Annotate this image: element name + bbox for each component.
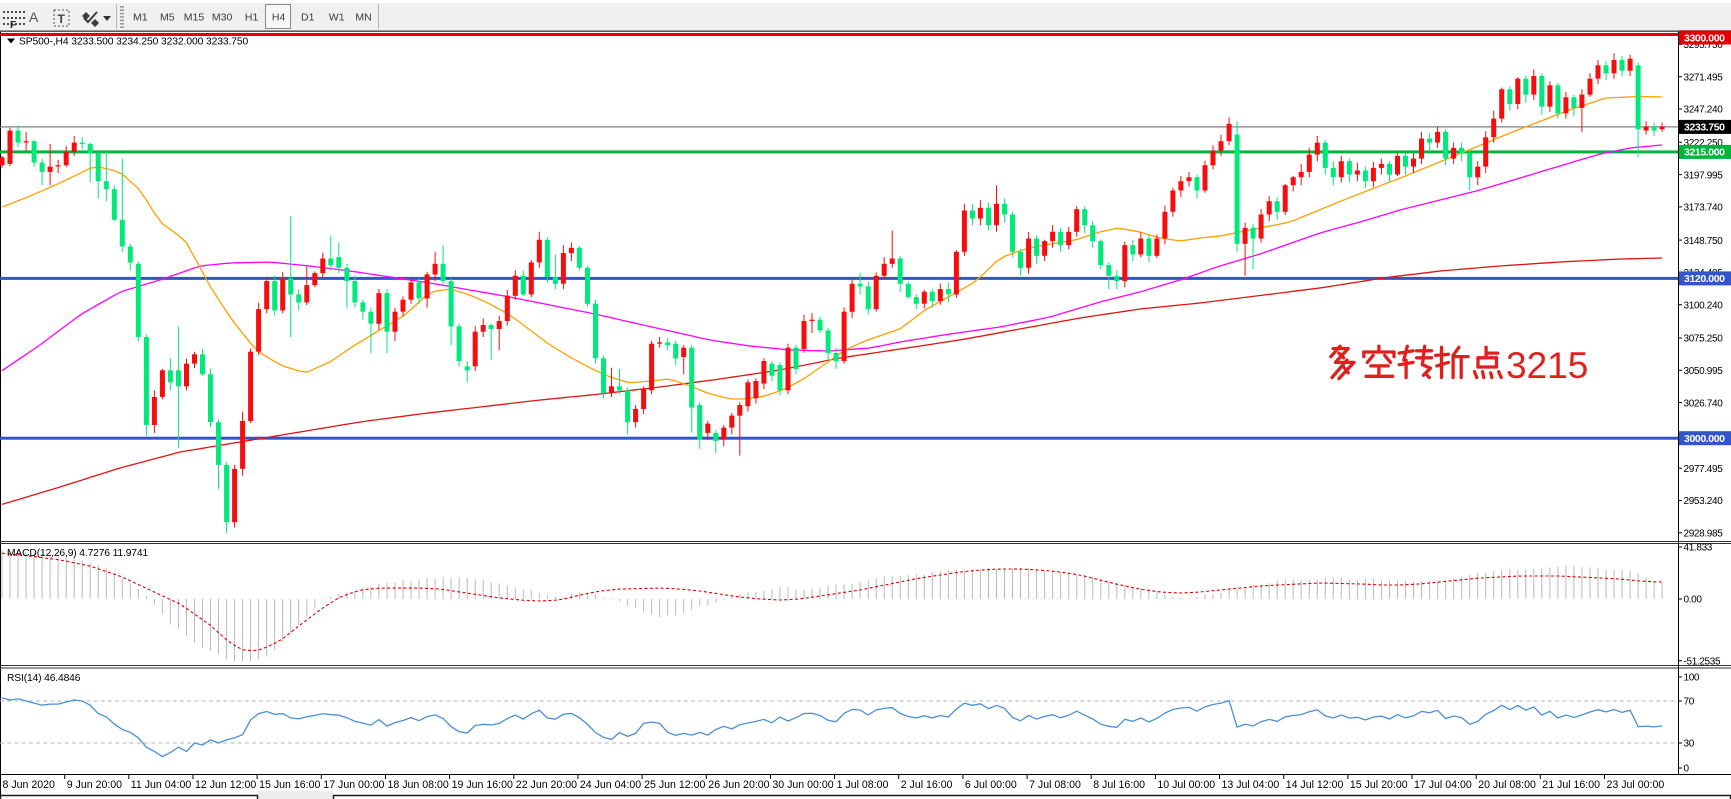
svg-text:3233.750: 3233.750 [1684,122,1725,134]
svg-text:3075.250: 3075.250 [1684,334,1724,345]
svg-text:25 Jun 12:00: 25 Jun 12:00 [644,779,705,791]
svg-text:M15: M15 [184,12,205,24]
svg-text:H4: H4 [272,12,286,24]
svg-text:7 Jul 08:00: 7 Jul 08:00 [1029,779,1081,791]
svg-text:30: 30 [1684,739,1695,750]
svg-text:19 Jun 16:00: 19 Jun 16:00 [452,779,513,791]
svg-text:MACD(12,26,9) 4.7276 11.9741: MACD(12,26,9) 4.7276 11.9741 [7,548,148,559]
svg-text:10 Jul 00:00: 10 Jul 00:00 [1157,779,1215,791]
svg-text:41.833: 41.833 [1684,543,1713,554]
svg-text:3148.750: 3148.750 [1684,236,1724,247]
svg-text:22 Jun 20:00: 22 Jun 20:00 [516,779,577,791]
svg-text:23 Jul 00:00: 23 Jul 00:00 [1607,779,1665,791]
svg-text:24 Jun 04:00: 24 Jun 04:00 [580,779,641,791]
svg-text:9 Jun 20:00: 9 Jun 20:00 [67,779,122,791]
svg-text:6 Jul 00:00: 6 Jul 00:00 [965,779,1017,791]
svg-text:17 Jul 04:00: 17 Jul 04:00 [1414,779,1472,791]
svg-text:3271.495: 3271.495 [1684,72,1724,83]
svg-text:3026.740: 3026.740 [1684,398,1724,409]
svg-text:SP500-,H4 3233.500 3234.250 3: SP500-,H4 3233.500 3234.250 3232.000 323… [19,37,248,48]
svg-text:21 Jul 16:00: 21 Jul 16:00 [1542,779,1600,791]
svg-text:8 Jul 16:00: 8 Jul 16:00 [1093,779,1145,791]
svg-text:3222.250: 3222.250 [1684,138,1724,149]
svg-text:A: A [29,9,39,25]
svg-text:H1: H1 [245,12,259,24]
svg-text:8 Jun 2020: 8 Jun 2020 [3,779,56,791]
svg-text:15 Jul 20:00: 15 Jul 20:00 [1350,779,1408,791]
svg-text:-51.2535: -51.2535 [1684,656,1721,667]
svg-text:M5: M5 [160,12,175,24]
svg-text:D1: D1 [301,12,315,24]
svg-text:3247.240: 3247.240 [1684,105,1724,116]
svg-text:3300.000: 3300.000 [1684,32,1725,44]
svg-text:1 Jul 08:00: 1 Jul 08:00 [837,779,889,791]
svg-text:2977.495: 2977.495 [1684,464,1724,475]
svg-text:3120.000: 3120.000 [1684,273,1725,285]
svg-text:MN: MN [355,12,371,24]
svg-text:3050.995: 3050.995 [1684,366,1724,377]
svg-text:14 Jul 12:00: 14 Jul 12:00 [1286,779,1344,791]
svg-text:30 Jun 00:00: 30 Jun 00:00 [772,779,833,791]
svg-text:2953.240: 2953.240 [1684,496,1724,507]
svg-text:100: 100 [1684,673,1700,684]
svg-text:M1: M1 [133,12,148,24]
svg-text:3000.000: 3000.000 [1684,433,1725,445]
svg-text:3197.995: 3197.995 [1684,170,1724,181]
svg-text:3215: 3215 [1506,345,1588,386]
svg-text:12 Jun 12:00: 12 Jun 12:00 [195,779,256,791]
svg-text:M30: M30 [212,12,233,24]
svg-text:3100.240: 3100.240 [1684,300,1724,311]
svg-text:3295.750: 3295.750 [1684,40,1724,51]
svg-text:13 Jul 04:00: 13 Jul 04:00 [1222,779,1280,791]
svg-text:70: 70 [1684,697,1695,708]
svg-text:17 Jun 00:00: 17 Jun 00:00 [323,779,384,791]
svg-text:RSI(14) 46.4846: RSI(14) 46.4846 [7,673,81,684]
svg-text:W1: W1 [329,12,345,24]
svg-text:20 Jul 08:00: 20 Jul 08:00 [1478,779,1536,791]
svg-text:T: T [58,12,66,26]
svg-text:3173.740: 3173.740 [1684,203,1724,214]
svg-text:18 Jun 08:00: 18 Jun 08:00 [388,779,449,791]
svg-text:11 Jun 04:00: 11 Jun 04:00 [131,779,192,791]
svg-text:15 Jun 16:00: 15 Jun 16:00 [259,779,320,791]
svg-text:0.00: 0.00 [1684,595,1703,606]
svg-text:26 Jun 20:00: 26 Jun 20:00 [708,779,769,791]
svg-text:3215.000: 3215.000 [1684,147,1725,159]
svg-text:0: 0 [1684,764,1690,775]
svg-text:F: F [10,20,16,31]
svg-text:2 Jul 16:00: 2 Jul 16:00 [901,779,953,791]
svg-text:2928.985: 2928.985 [1684,529,1724,540]
